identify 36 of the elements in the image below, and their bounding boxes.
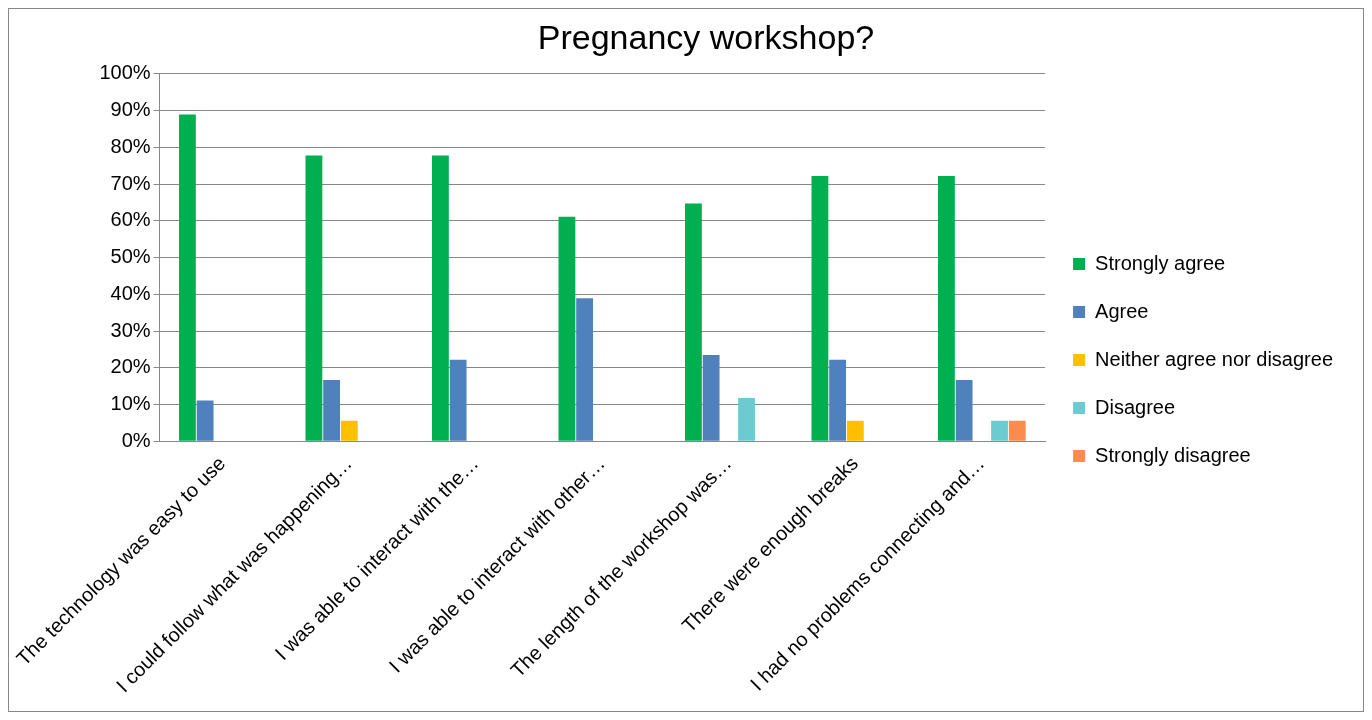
bar xyxy=(179,114,196,441)
bar xyxy=(846,420,864,441)
bar xyxy=(558,216,576,441)
bar xyxy=(938,175,955,441)
bar xyxy=(449,359,467,441)
y-tick-label: 40% xyxy=(110,281,151,304)
bar xyxy=(702,354,720,441)
bar xyxy=(576,298,594,441)
y-tick-label: 30% xyxy=(110,318,151,341)
chart-title: Pregnancy workshop? xyxy=(537,17,875,56)
legend-label: Neither agree nor disagree xyxy=(1095,347,1333,370)
bar xyxy=(829,359,847,441)
bar xyxy=(738,397,755,441)
y-tick-label: 80% xyxy=(110,134,151,157)
y-tick-label: 10% xyxy=(110,392,151,415)
bar xyxy=(685,203,702,441)
bar xyxy=(196,400,214,441)
y-tick-label: 0% xyxy=(121,428,151,451)
bar xyxy=(305,155,323,441)
y-tick-label: 70% xyxy=(110,171,151,194)
legend-label: Disagree xyxy=(1095,395,1176,418)
bar xyxy=(811,175,829,441)
bar xyxy=(340,420,358,441)
y-tick-label: 50% xyxy=(110,245,151,268)
bar xyxy=(323,379,341,441)
bar xyxy=(432,155,449,441)
legend-label: Agree xyxy=(1095,299,1149,322)
bar xyxy=(955,379,973,441)
legend-label: Strongly disagree xyxy=(1095,443,1251,466)
legend-label: Strongly agree xyxy=(1095,251,1226,274)
y-tick-label: 100% xyxy=(99,61,151,84)
bar xyxy=(991,420,1008,441)
bar xyxy=(1008,420,1026,441)
y-tick-label: 20% xyxy=(110,355,151,378)
y-tick-label: 90% xyxy=(110,98,151,121)
y-tick-label: 60% xyxy=(110,208,151,231)
